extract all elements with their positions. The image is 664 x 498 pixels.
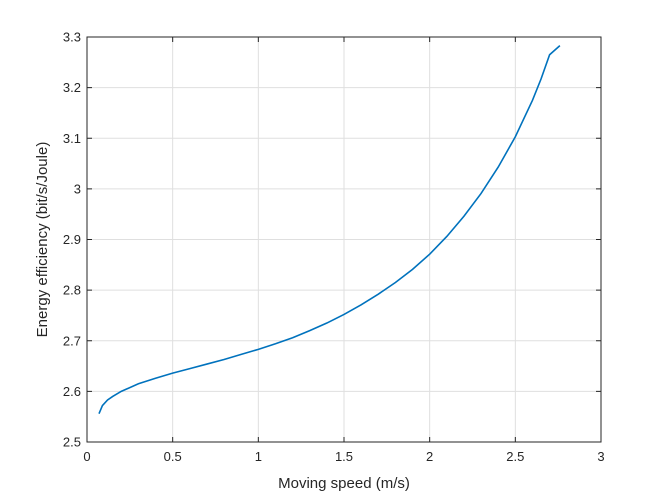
x-tick-label: 2.5 [506,449,524,464]
x-tick-label: 2 [426,449,433,464]
x-tick-label: 0.5 [164,449,182,464]
y-tick-label: 2.9 [63,232,81,247]
series-line [98,45,561,414]
x-tick-label: 3 [597,449,604,464]
y-tick-label: 3 [74,181,81,196]
y-axis-label: Energy efficiency (bit/s/Joule) [34,142,51,338]
y-tick-label: 3.2 [63,80,81,95]
x-axis-label: Moving speed (m/s) [278,475,410,492]
y-tick-label: 2.7 [63,333,81,348]
y-tick-label: 3.1 [63,131,81,146]
x-tick-label: 0 [83,449,90,464]
tick-labels: 0 0.5 1 1.5 2 2.5 3 2.5 2.6 2.7 2.8 2.9 3 3.1 3.2 3.3 [63,30,605,465]
x-tick-label: 1.5 [335,449,353,464]
x-tick-label: 1 [255,449,262,464]
series-group [98,45,561,414]
y-tick-label: 3.3 [63,30,81,45]
ticks [86,36,602,443]
y-tick-label: 2.5 [63,435,81,450]
y-tick-label: 2.6 [63,384,81,399]
y-tick-label: 2.8 [63,283,81,298]
